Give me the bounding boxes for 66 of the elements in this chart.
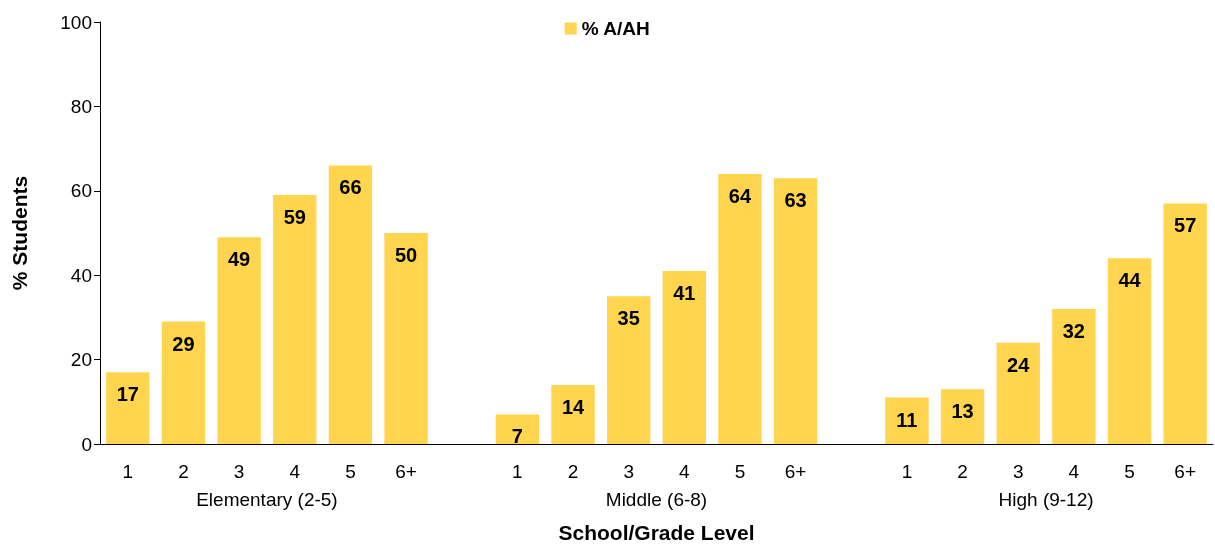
x-tick-label: 2 <box>567 461 579 482</box>
bar <box>996 342 1040 444</box>
bar <box>1107 258 1152 444</box>
data-label: 66 <box>339 176 362 199</box>
x-tick-label: 5 <box>345 461 356 482</box>
data-label: 13 <box>951 400 974 423</box>
x-tick-label: 3 <box>623 461 634 482</box>
data-label: 7 <box>511 425 523 448</box>
data-label: 49 <box>228 248 251 271</box>
x-tick-label: 4 <box>679 461 691 482</box>
data-label: 63 <box>784 189 807 212</box>
y-tick-label: 80 <box>70 95 92 117</box>
y-tick-label: 60 <box>70 180 92 202</box>
x-tick-label: 2 <box>957 461 968 482</box>
x-tick-label: 3 <box>1012 461 1024 482</box>
x-tick-label: 3 <box>233 461 245 482</box>
text: High (9-12) <box>998 489 1094 510</box>
text: Elementary (2-5) <box>196 489 338 510</box>
bar <box>606 296 651 444</box>
y-axis-title: % Students <box>8 175 31 291</box>
bar <box>718 173 762 444</box>
data-label: 32 <box>1062 319 1085 342</box>
text: Middle (6-8) <box>605 489 708 510</box>
data-label: 57 <box>1174 214 1197 237</box>
data-label: 44 <box>1118 269 1142 292</box>
bar <box>1163 203 1207 444</box>
x-axis-title: School/Grade Level <box>558 521 755 544</box>
x-tick-label: 6+ <box>1174 461 1197 482</box>
x-tick-label: 4 <box>289 461 301 482</box>
x-tick-label: 1 <box>901 461 913 482</box>
bar <box>940 389 985 444</box>
data-label: 50 <box>394 244 418 266</box>
x-tick-label: 6+ <box>395 461 417 482</box>
x-tick-label: 6+ <box>784 461 807 482</box>
bar <box>273 195 317 444</box>
bar <box>384 233 428 444</box>
bar <box>217 237 261 444</box>
y-tick-label: 40 <box>70 264 92 286</box>
data-label: 35 <box>617 307 640 330</box>
bar <box>885 397 929 444</box>
bar <box>106 372 150 444</box>
y-tick-label: 20 <box>70 349 92 371</box>
bar <box>551 384 595 444</box>
bar <box>1052 308 1096 444</box>
y-tick-label: 0 <box>81 433 92 455</box>
data-label: 59 <box>283 206 306 229</box>
data-label: 64 <box>728 184 752 207</box>
data-label: 29 <box>172 332 195 355</box>
x-tick-label: 1 <box>512 461 523 482</box>
x-tick-label: 5 <box>1124 461 1135 482</box>
data-label: 17 <box>116 383 139 406</box>
data-label: 24 <box>1007 353 1031 376</box>
legend-label: % A/AH <box>581 18 650 39</box>
bar <box>328 165 373 444</box>
data-label: 11 <box>896 408 918 431</box>
x-tick-label: 2 <box>178 461 189 482</box>
bar <box>495 414 540 444</box>
x-tick-label: 5 <box>734 461 746 482</box>
x-tick-label: 1 <box>122 461 134 482</box>
x-tick-label: 4 <box>1068 461 1080 482</box>
bar <box>662 270 707 444</box>
data-label: 14 <box>561 395 586 418</box>
bar <box>161 321 206 444</box>
y-tick-label: 100 <box>60 11 92 33</box>
bar <box>773 178 818 444</box>
data-label: 41 <box>673 281 696 304</box>
